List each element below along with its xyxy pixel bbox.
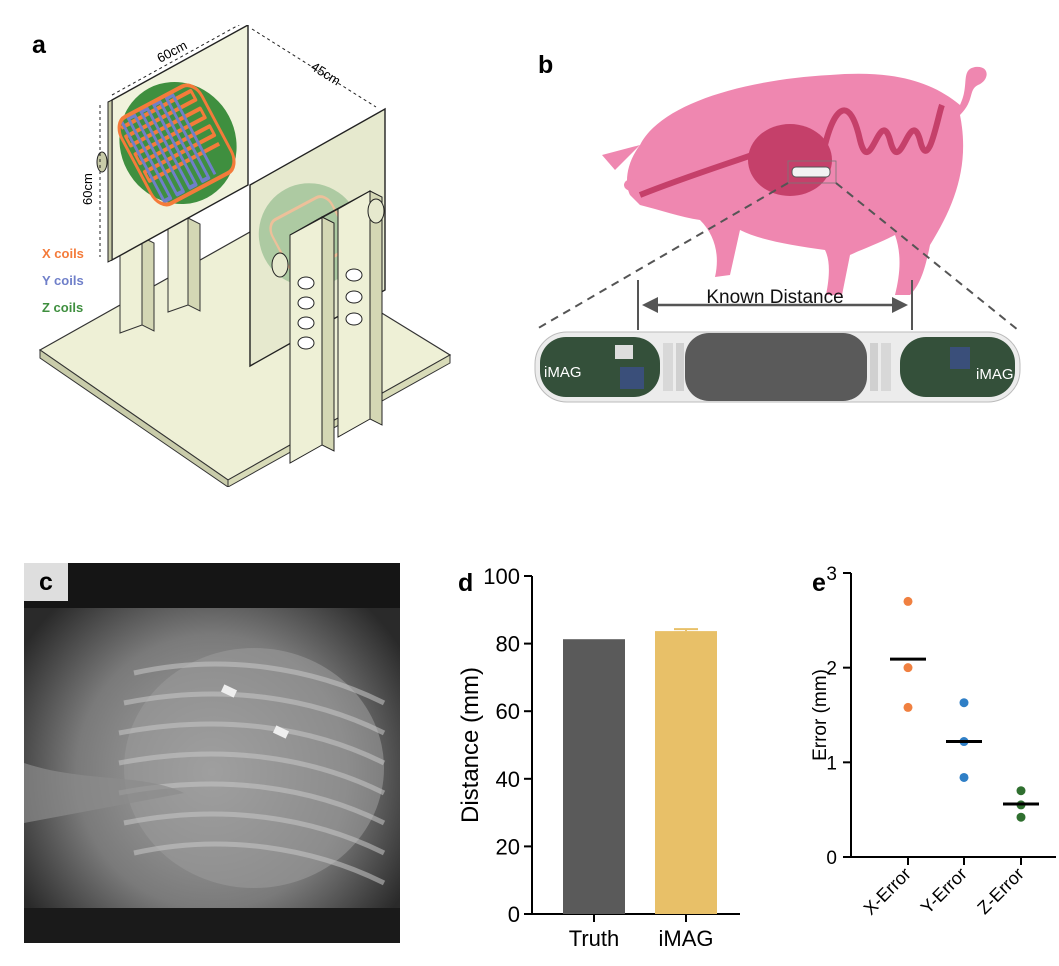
legend-y-coils: Y coils — [42, 273, 84, 288]
data-point-z-error — [1016, 812, 1026, 822]
panel-label-c: c — [24, 563, 68, 601]
panel-label-d: d — [458, 569, 474, 597]
panel-c-xray: c — [24, 563, 400, 943]
device-label-left: iMAG — [544, 364, 582, 381]
panel-label-b: b — [538, 51, 554, 79]
y-tick-label: 40 — [496, 767, 520, 792]
pig-capsule-illustration: Known Distance iMAG iMAG — [534, 66, 1021, 403]
x-tick-label: Z-Error — [973, 864, 1027, 918]
scatter-chart: 0 1 2 3 Error (mm) X-Error Y-Error Z-Error — [810, 564, 1056, 919]
coil-setup-illustration: 60cm 60cm 45cm X coils Y coils Z coils — [38, 20, 452, 488]
legend-z-coils: Z coils — [42, 300, 83, 315]
y-tick-label: 20 — [496, 834, 520, 859]
x-tick-label: Truth — [569, 926, 620, 948]
y-tick-label: 0 — [508, 902, 520, 927]
panel-a-coil-setup: a 60cm 60cm 45cm — [20, 20, 460, 488]
x-tick-label: Y-Error — [917, 864, 971, 918]
panel-b-pig-capsule: b Known Distance iM — [530, 45, 1025, 420]
y-axis-title: Distance (mm) — [457, 667, 484, 823]
panel-d-distance-chart: d 0 20 40 60 80 100 Distance (mm) Truth iMAG — [450, 563, 760, 951]
data-point-y-error — [959, 772, 969, 782]
data-point-y-error — [959, 698, 969, 708]
device-label-right: iMAG — [976, 366, 1014, 383]
xray-image — [24, 563, 400, 943]
panel-label-e: e — [812, 569, 826, 597]
intestines — [822, 103, 945, 156]
data-point-x-error — [903, 702, 913, 712]
y-tick-label: 100 — [483, 564, 520, 589]
y-tick-label: 80 — [496, 632, 520, 657]
y-tick-label: 1 — [826, 753, 837, 774]
bar-truth — [563, 639, 625, 914]
stomach — [748, 124, 832, 196]
bar-chart: 0 20 40 60 80 100 Distance (mm) Truth iMAG — [457, 564, 740, 951]
y-tick-label: 2 — [826, 659, 837, 680]
legend-x-coils: X coils — [42, 246, 84, 261]
data-point-z-error — [1016, 786, 1026, 796]
capsule-body — [685, 333, 867, 401]
x-tick-label: X-Error — [860, 864, 915, 919]
panel-label-a: a — [32, 31, 46, 59]
panel-e-error-chart: e 0 1 2 3 Error (mm) X-Error Y-Error Z-Error — [806, 563, 1059, 948]
x-tick-label: iMAG — [659, 926, 714, 948]
y-tick-label: 60 — [496, 699, 520, 724]
data-point-x-error — [903, 663, 913, 673]
y-tick-label: 3 — [826, 564, 837, 585]
dim-height: 60cm — [80, 173, 95, 205]
bar-imag — [655, 631, 717, 914]
data-point-x-error — [903, 596, 913, 606]
y-tick-label: 0 — [826, 848, 837, 869]
dim-separation: 45cm — [308, 59, 343, 89]
known-distance-label: Known Distance — [706, 287, 843, 308]
y-axis-title: Error (mm) — [810, 669, 831, 761]
